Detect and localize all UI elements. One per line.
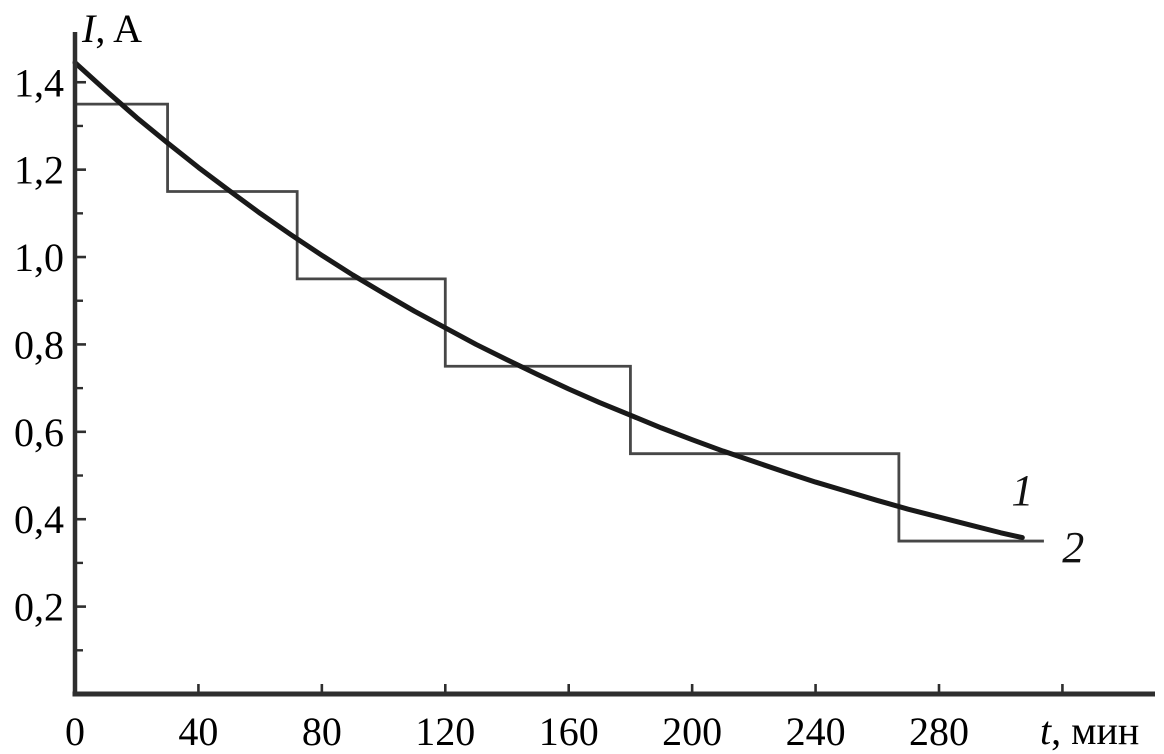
x-tick-label: 0 [65, 709, 85, 754]
step-curve-path [75, 102, 1044, 543]
y-tick-label: 0,8 [14, 322, 64, 367]
y-axis-unit: , A [95, 6, 142, 51]
smooth-curve-path [72, 60, 1025, 541]
y-axis-title: I, A [81, 6, 142, 51]
y-axis-ticks [76, 80, 86, 652]
x-tick-label: 240 [786, 709, 846, 754]
x-tick-label: 160 [539, 709, 599, 754]
series-1-label: 1 [1011, 466, 1033, 515]
y-tick-label: 0,4 [14, 497, 64, 542]
y-tick-label: 1,2 [14, 148, 64, 193]
y-tick-label: 1,4 [14, 60, 64, 105]
x-axis-symbol: t [1040, 708, 1052, 753]
x-axis-unit: , мин [1051, 708, 1139, 753]
series-2-label: 2 [1062, 523, 1084, 572]
x-axis-ticks [197, 684, 1064, 692]
y-tick-label: 0,2 [14, 585, 64, 630]
y-tick-label: 0,6 [14, 410, 64, 455]
series-2-step-curve [75, 102, 1044, 543]
x-tick-label: 200 [662, 709, 722, 754]
x-axis-title: t, мин [1040, 708, 1139, 753]
series-1-smooth-curve [72, 60, 1025, 541]
y-axis-symbol: I [81, 6, 97, 51]
x-tick-labels: 0 40 80 120 160 200 240 280 [65, 709, 969, 754]
y-tick-label: 1,0 [14, 235, 64, 280]
x-tick-label: 280 [909, 709, 969, 754]
x-tick-label: 120 [415, 709, 475, 754]
y-tick-labels: 0,2 0,4 0,6 0,8 1,0 1,2 1,4 [14, 60, 64, 629]
axes [72, 32, 1155, 697]
x-tick-label: 80 [302, 709, 342, 754]
x-tick-label: 40 [178, 709, 218, 754]
